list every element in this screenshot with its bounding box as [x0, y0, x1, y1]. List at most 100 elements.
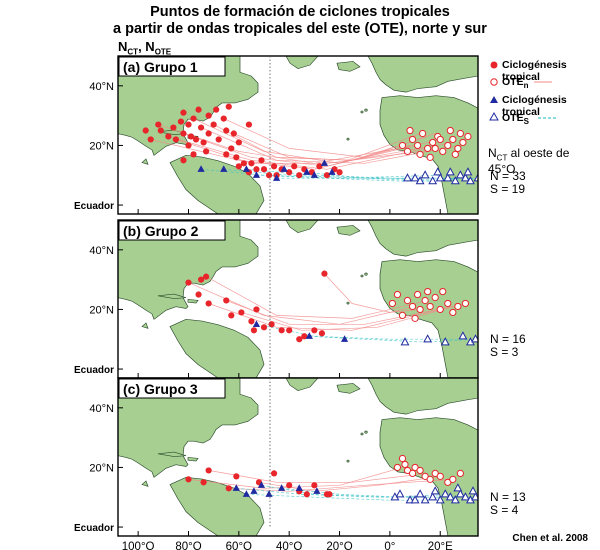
- legend-note-sub: CT: [496, 153, 508, 163]
- legend-north-wave-sub: n: [523, 81, 529, 91]
- north-genesis-point: [240, 160, 247, 167]
- south-genesis-point: [305, 332, 313, 339]
- legend-south-wave-sub: S: [523, 117, 529, 127]
- north-genesis-point: [205, 112, 212, 119]
- panel-label-g2: (b) Grupo 2: [118, 220, 226, 241]
- north-wave-point: [403, 147, 412, 155]
- north-wave-point: [459, 138, 467, 147]
- north-wave-point: [451, 150, 459, 158]
- north-genesis-point: [165, 133, 172, 140]
- panel-c-n: N = 13: [490, 490, 526, 504]
- count-key-sep: , N: [138, 39, 155, 54]
- north-genesis-point: [192, 136, 200, 143]
- north-genesis-point: [311, 482, 318, 489]
- north-wave-point: [388, 299, 397, 308]
- north-wave-point: [398, 141, 407, 150]
- north-genesis-point: [180, 157, 187, 164]
- south-genesis-point: [257, 481, 266, 488]
- north-genesis-point: [142, 127, 149, 134]
- panel-label-text: (a) Grupo 1: [123, 59, 198, 75]
- north-genesis-point: [270, 470, 278, 477]
- north-wave-point: [431, 293, 439, 302]
- north-genesis-point: [291, 163, 298, 170]
- south-genesis-point: [278, 484, 286, 491]
- north-genesis-point: [195, 106, 202, 113]
- north-wave-point: [426, 153, 434, 161]
- north-genesis-point: [230, 130, 237, 137]
- south-genesis-point: [232, 484, 240, 491]
- north-genesis-point: [296, 172, 303, 179]
- lat-label: Ecuador: [74, 201, 114, 212]
- south-wave-point: [471, 334, 478, 343]
- north-genesis-point: [190, 151, 197, 158]
- title-line-2: a partir de ondas tropicales del este (O…: [113, 21, 487, 37]
- north-genesis-point: [316, 163, 323, 170]
- north-genesis-point: [270, 163, 278, 170]
- south-genesis-point: [220, 165, 228, 172]
- title-line-1: Puntos de formación de ciclones tropical…: [150, 4, 450, 20]
- north-wave-point: [419, 129, 427, 138]
- count-key-sub-ct: CT: [127, 47, 139, 57]
- south-wave-track: [281, 487, 473, 498]
- north-genesis-point: [213, 106, 220, 113]
- north-genesis-point: [296, 336, 303, 343]
- north-wave-point: [408, 469, 417, 477]
- south-wave-point: [400, 337, 410, 346]
- north-genesis-point: [278, 327, 285, 334]
- north-wave-track: [168, 136, 426, 170]
- north-genesis-point: [245, 121, 253, 128]
- south-wave-point: [433, 167, 443, 176]
- north-wave-point: [439, 147, 447, 155]
- south-wave-point: [455, 170, 465, 179]
- north-genesis-point: [195, 291, 202, 298]
- north-wave-point: [413, 141, 422, 150]
- north-genesis-point: [203, 148, 210, 155]
- south-wave-point: [460, 492, 470, 501]
- south-wave-point: [428, 492, 438, 501]
- south-wave-point: [458, 331, 468, 340]
- lat-label: 40°N: [89, 403, 114, 415]
- map-panel-g1: (a) Grupo 140°N20°NEcuador100°O80°O60°O4…: [74, 55, 479, 231]
- north-genesis-point: [223, 127, 230, 134]
- lon-label: 20°O: [326, 541, 352, 550]
- north-wave-point: [416, 305, 424, 314]
- north-genesis-point: [210, 121, 217, 128]
- north-genesis-point: [286, 482, 293, 489]
- lon-label: 40°O: [276, 541, 302, 550]
- south-genesis-point: [295, 484, 303, 491]
- north-wave-point: [449, 135, 457, 144]
- north-genesis-point: [326, 491, 333, 498]
- south-wave-point: [435, 173, 445, 182]
- north-genesis-point: [260, 324, 268, 331]
- south-wave-point: [443, 173, 453, 182]
- panel-c-s: S = 4: [490, 503, 519, 517]
- north-genesis-point: [286, 327, 293, 334]
- legend-south-wave-icon: [489, 111, 499, 121]
- north-wave-point: [406, 126, 414, 135]
- south-genesis-point: [320, 159, 329, 166]
- south-wave-track: [309, 335, 476, 343]
- north-wave-point: [426, 302, 434, 311]
- lon-label: 80°O: [175, 541, 201, 550]
- north-genesis-point: [180, 109, 187, 116]
- north-genesis-point: [286, 169, 293, 176]
- north-wave-track: [226, 300, 453, 325]
- legend-north-wave-label: OTEn: [502, 76, 528, 90]
- north-genesis-point: [215, 136, 222, 143]
- north-wave-point: [454, 144, 462, 153]
- panel-a-s: S = 19: [490, 182, 526, 196]
- south-wave-point: [423, 334, 433, 343]
- lat-label: 40°N: [89, 245, 114, 257]
- legend-note: NCT al oeste de 45°O: [488, 146, 600, 176]
- south-wave-point: [420, 495, 430, 504]
- south-genesis-point: [313, 487, 321, 494]
- north-wave-track: [188, 467, 403, 489]
- south-genesis-point: [252, 171, 261, 178]
- legend-north-genesis-icon: [490, 61, 498, 69]
- north-genesis-point: [185, 142, 192, 149]
- legend-note-n: N: [488, 146, 497, 160]
- north-genesis-point: [265, 172, 273, 179]
- legend-south-wave-label: OTES: [502, 112, 529, 126]
- north-genesis-point: [336, 169, 343, 176]
- north-wave-track: [233, 133, 428, 161]
